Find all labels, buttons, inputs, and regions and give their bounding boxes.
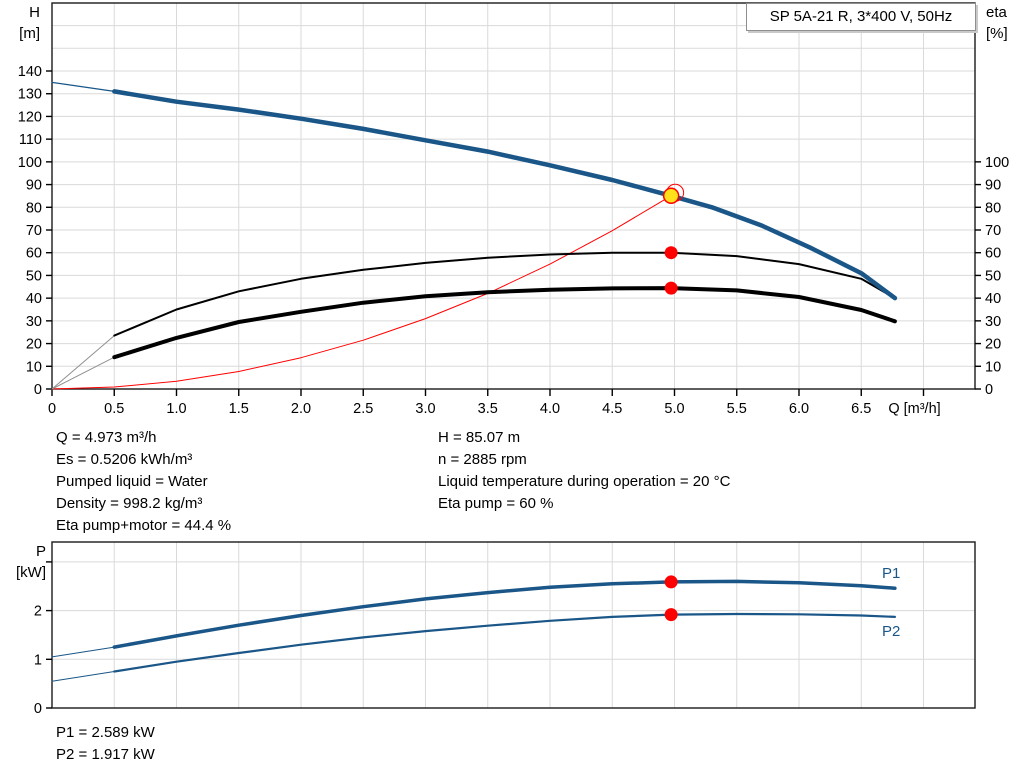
info-density: Density = 998.2 kg/m³	[56, 495, 203, 512]
y-axis-tick-label: 120	[18, 109, 42, 125]
y-axis-tick-label: 2	[34, 604, 42, 620]
y-axis-tick-label: 130	[18, 87, 42, 103]
p2-curve	[113, 612, 897, 673]
info-liquid-temperature: Liquid temperature during operation = 20…	[438, 473, 731, 490]
y-axis-tick-label: 0	[34, 382, 42, 398]
eta-axis-tick-label: 60	[985, 246, 1001, 262]
info-eta-pump-motor: Eta pump+motor = 44.4 %	[56, 517, 232, 534]
y-axis-tick-label: 30	[26, 314, 42, 330]
x-axis-tick-label: 4.0	[540, 401, 560, 417]
h-axis-label-line1: H	[29, 4, 40, 21]
eta-pump-motor-curve	[112, 286, 897, 360]
info-h: H = 85.07 m	[438, 429, 521, 446]
power-chart[interactable]: 0 1 2	[34, 541, 976, 717]
info-eta-pump: Eta pump = 60 %	[438, 495, 554, 512]
eta-pump-motor-lead	[51, 356, 115, 390]
eta-axis-tick-label: 30	[985, 314, 1001, 330]
p2-lead	[51, 671, 115, 682]
p1-marker[interactable]	[664, 575, 678, 589]
eta-axis-tick-label: 10	[985, 359, 1001, 375]
info-q: Q = 4.973 m³/h	[56, 429, 157, 446]
y-axis-tick-label: 100	[18, 155, 42, 171]
pump-title-box: SP 5A-21 R, 3*400 V, 50Hz	[746, 3, 976, 31]
eta-axis-tick-label: 90	[985, 178, 1001, 194]
y-axis-tick-label: 10	[26, 359, 42, 375]
system-curve	[51, 195, 672, 390]
eta-pump-curve	[113, 251, 896, 337]
eta-pump-marker[interactable]	[664, 246, 678, 260]
x-axis-tick-label: 6.0	[789, 401, 809, 417]
info-n: n = 2885 rpm	[438, 451, 527, 468]
x-axis-tick-label: 2.0	[291, 401, 311, 417]
power-info-block: P1 = 2.589 kW P2 = 1.917 kW	[56, 722, 155, 766]
hq-eta-chart[interactable]: 0 10 20 30 40 50 60 70 80 90 100 110 120 130 140 0 10 20 3…	[18, 2, 1009, 417]
eta-axis-tick-label: 80	[985, 200, 1001, 216]
p2-marker[interactable]	[664, 608, 678, 622]
pump-curve-lead	[51, 81, 115, 93]
y-axis-tick-label: 0	[34, 701, 42, 717]
eta-pump-motor-marker[interactable]	[664, 281, 678, 295]
p1-curve	[112, 579, 897, 649]
p1-lead	[51, 646, 115, 658]
y-axis-tick-label: 140	[18, 64, 42, 80]
info-pumped-liquid: Pumped liquid = Water	[56, 473, 208, 490]
x-axis-tick-label: 4.5	[602, 401, 622, 417]
x-axis-tick-label: 5.0	[664, 401, 684, 417]
x-axis-tick-label: 3.0	[415, 401, 435, 417]
x-axis-tick-label: 6.5	[851, 401, 871, 417]
eta-axis-tick-label: 20	[985, 337, 1001, 353]
p2-curve-label: P2	[882, 623, 901, 640]
plot-border	[51, 2, 976, 390]
plot-border	[51, 541, 976, 709]
pump-curve	[112, 89, 898, 301]
y-axis-tick-label: 110	[19, 132, 42, 148]
x-axis-tick-label: 0	[48, 401, 56, 417]
duty-point-marker[interactable]	[662, 187, 680, 205]
info-es: Es = 0.5206 kWh/m³	[56, 451, 193, 468]
p-axis-label-line2: [kW]	[16, 564, 46, 581]
eta-axis-label-line2: [%]	[986, 25, 1008, 42]
eta-axis-tick-label: 40	[985, 291, 1001, 307]
x-axis-tick-label: 1.5	[229, 401, 249, 417]
y-axis-tick-label: 1	[34, 652, 42, 668]
eta-axis-tick-label: 70	[985, 223, 1001, 239]
y-axis-tick-label: 20	[26, 337, 42, 353]
eta-axis-tick-label: 50	[985, 268, 1001, 284]
y-axis-tick-label: 60	[26, 246, 42, 262]
p-axis-label-line1: P	[35, 543, 46, 560]
x-axis-tick-label: 5.5	[727, 401, 747, 417]
x-axis-tick-label: 2.5	[353, 401, 373, 417]
eta-axis-tick-label: 100	[985, 155, 1009, 171]
x-axis-tick-label: Q [m³/h]	[888, 401, 940, 417]
p1-curve-label: P1	[882, 565, 901, 582]
info-p2: P2 = 1.917 kW	[56, 746, 155, 763]
h-axis-label-line2: [m]	[19, 25, 40, 42]
y-axis-tick-label: 90	[26, 178, 42, 194]
eta-pump-lead	[51, 335, 115, 390]
duty-info-left-column: Q = 4.973 m³/h Es = 0.5206 kWh/m³ Pumped…	[56, 427, 231, 537]
x-axis-tick-label: 1.0	[166, 401, 186, 417]
y-axis-tick-label: 50	[26, 268, 42, 284]
y-axis-tick-label: 40	[26, 291, 42, 307]
x-axis-tick-label: 0.5	[104, 401, 124, 417]
y-axis-tick-label: 70	[26, 223, 42, 239]
duty-info-right-column: H = 85.07 m n = 2885 rpm Liquid temperat…	[438, 427, 730, 515]
eta-axis-tick-label: 0	[985, 382, 993, 398]
x-axis-tick-label: 3.5	[478, 401, 498, 417]
y-axis-tick-label: 80	[26, 200, 42, 216]
eta-axis-label-line1: eta	[986, 4, 1007, 21]
info-p1: P1 = 2.589 kW	[56, 724, 155, 741]
